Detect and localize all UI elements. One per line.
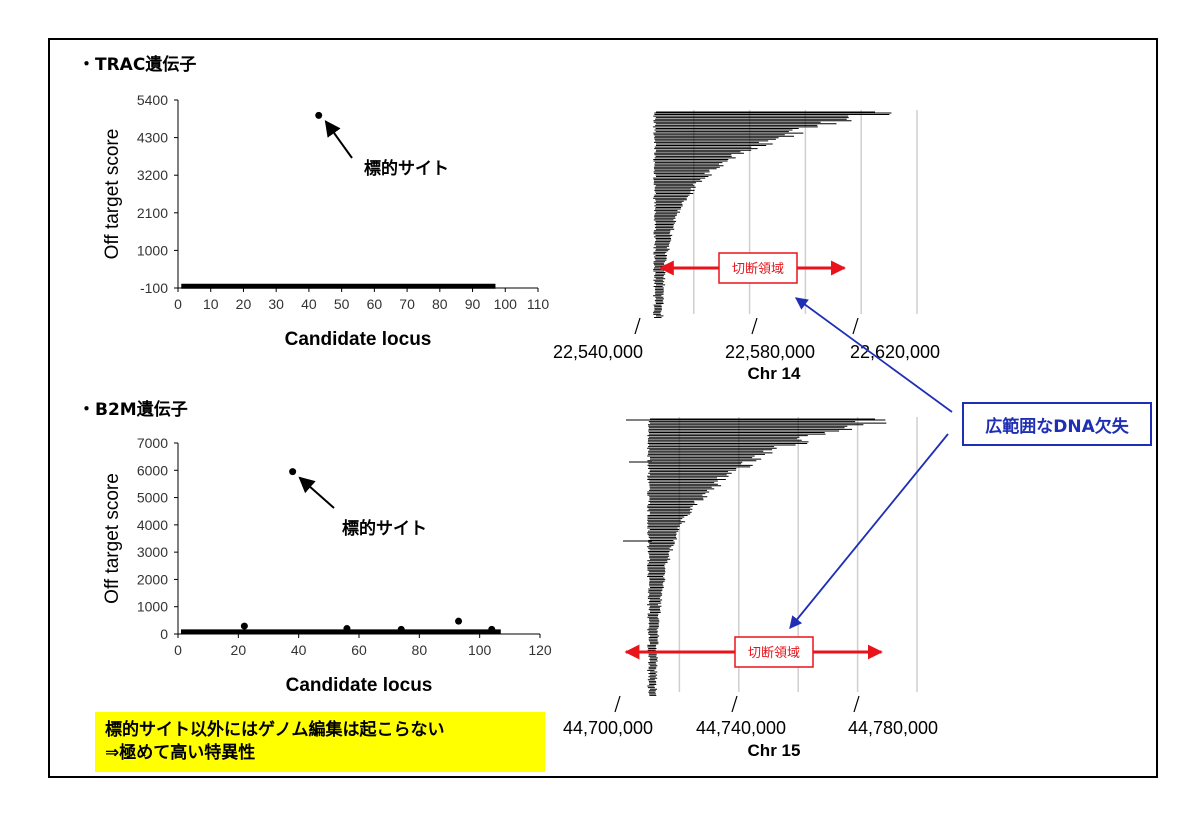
chr0-region-label: 切断領域 <box>732 261 784 276</box>
chr0-deletion-reads <box>653 111 892 318</box>
chr0-axis-title: Chr 14 <box>748 364 801 383</box>
scatter-1-point-4 <box>397 625 405 633</box>
conclusion-line-2: ⇒極めて高い特異性 <box>105 743 256 763</box>
scatter-1-ytick-label-1: 1000 <box>137 599 168 615</box>
scatter-0-xtick-label-0: 0 <box>174 296 182 312</box>
chr1-deletion-reads <box>647 418 887 696</box>
scatter-0-point-0 <box>315 111 323 119</box>
callout-arrow-chr15 <box>789 433 949 629</box>
chr1-tick-label-0: 44,700,000 <box>563 718 653 738</box>
scatter-0-annotation-label: 標的サイト <box>364 158 449 178</box>
scatter-0-xtick-label-9: 90 <box>465 296 481 312</box>
callout-label: 広範囲なDNA欠失 <box>985 416 1129 437</box>
scatter-0-ytick-label-3: 3200 <box>137 167 168 183</box>
chr0-region-box <box>718 252 798 284</box>
scatter-0-y-axis-title: Off target score <box>102 129 123 260</box>
chr1-tick-label-1: 44,740,000 <box>696 718 786 738</box>
scatter-0-xtick-label-8: 80 <box>432 296 448 312</box>
scatter-1-ytick-label-3: 3000 <box>137 544 168 560</box>
scatter-1-annotation-label: 標的サイト <box>342 518 427 538</box>
scatter-1-ytick-label-4: 4000 <box>137 517 168 533</box>
chr1-tick-mark-2 <box>853 695 860 713</box>
chr0-tick-label-0: 22,540,000 <box>553 342 643 362</box>
callout-arrow-chr14 <box>794 297 953 413</box>
chr0-tick-mark-0 <box>634 317 641 335</box>
scatter-0-xtick-label-3: 30 <box>268 296 284 312</box>
scatter-1-xtick-label-6: 120 <box>528 642 552 658</box>
callout-dna-deletion: 広範囲なDNA欠失 <box>962 402 1152 446</box>
scatter-1-ytick-label-7: 7000 <box>137 435 168 451</box>
scatter-0-ytick-label-2: 2100 <box>137 205 168 221</box>
scatter-1-xtick-label-1: 20 <box>231 642 247 658</box>
chr1-axis-title: Chr 15 <box>748 741 801 760</box>
scatter-0-xtick-label-1: 10 <box>203 296 219 312</box>
scatter-0-xtick-label-2: 20 <box>236 296 252 312</box>
chr1-region-label: 切断領域 <box>748 645 800 660</box>
scatter-1-xtick-label-2: 40 <box>291 642 307 658</box>
scatter-0-x-axis-title: Candidate locus <box>285 329 432 350</box>
scatter-0-xtick-label-11: 110 <box>527 296 550 312</box>
section-title-b2m: ・B2M遺伝子 <box>78 400 188 420</box>
scatter-0-xtick-label-10: 100 <box>494 296 518 312</box>
conclusion-line-1: 標的サイト以外にはゲノム編集は起こらない <box>105 720 445 740</box>
scatter-0-xtick-label-4: 40 <box>301 296 317 312</box>
scatter-1-xtick-label-5: 100 <box>468 642 492 658</box>
scatter-1-ytick-label-5: 5000 <box>137 490 168 506</box>
scatter-1-annotation-arrow <box>298 476 335 509</box>
scatter-0-annotation-arrow <box>324 120 353 159</box>
section-title-trac: ・TRAC遺伝子 <box>78 55 197 75</box>
chr0-tick-mark-1 <box>751 317 758 335</box>
scatter-1-xtick-label-0: 0 <box>174 642 182 658</box>
scatter-1-ytick-label-6: 6000 <box>137 462 168 478</box>
scatter-1-xtick-label-4: 80 <box>412 642 428 658</box>
scatter-1-point-5 <box>488 625 496 633</box>
chr1-tick-mark-1 <box>731 695 738 713</box>
scatter-1-point-0 <box>289 468 297 476</box>
scatter-0-xtick-label-6: 60 <box>367 296 383 312</box>
chr0-tick-label-2: 22,620,000 <box>850 342 940 362</box>
scatter-1-ytick-label-0: 0 <box>160 626 168 642</box>
scatter-1-ytick-label-2: 2000 <box>137 571 168 587</box>
scatter-1-x-axis-title: Candidate locus <box>286 675 433 696</box>
chr1-tick-label-2: 44,780,000 <box>848 718 938 738</box>
scatter-0-xtick-label-5: 50 <box>334 296 350 312</box>
scatter-1-point-1 <box>240 622 248 630</box>
chr0-tick-mark-2 <box>852 317 859 335</box>
scatter-1-y-axis-title: Off target score <box>102 473 123 604</box>
figure-frame <box>48 38 1158 778</box>
scatter-0-ytick-label-1: 1000 <box>137 242 168 258</box>
scatter-1-xtick-label-3: 60 <box>351 642 367 658</box>
chr0-tick-label-1: 22,580,000 <box>725 342 815 362</box>
scatter-0-ytick-label-5: 5400 <box>137 92 168 108</box>
scatter-0-xtick-label-7: 70 <box>399 296 415 312</box>
scatter-1-point-2 <box>455 617 463 625</box>
chr1-tick-mark-0 <box>614 695 621 713</box>
conclusion-note: 標的サイト以外にはゲノム編集は起こらない ⇒極めて高い特異性 <box>95 712 545 772</box>
chr1-region-box <box>734 636 814 668</box>
scatter-1-point-3 <box>343 625 351 633</box>
scatter-0-ytick-label-0: -100 <box>140 280 168 296</box>
scatter-0-ytick-label-4: 4300 <box>137 130 168 146</box>
